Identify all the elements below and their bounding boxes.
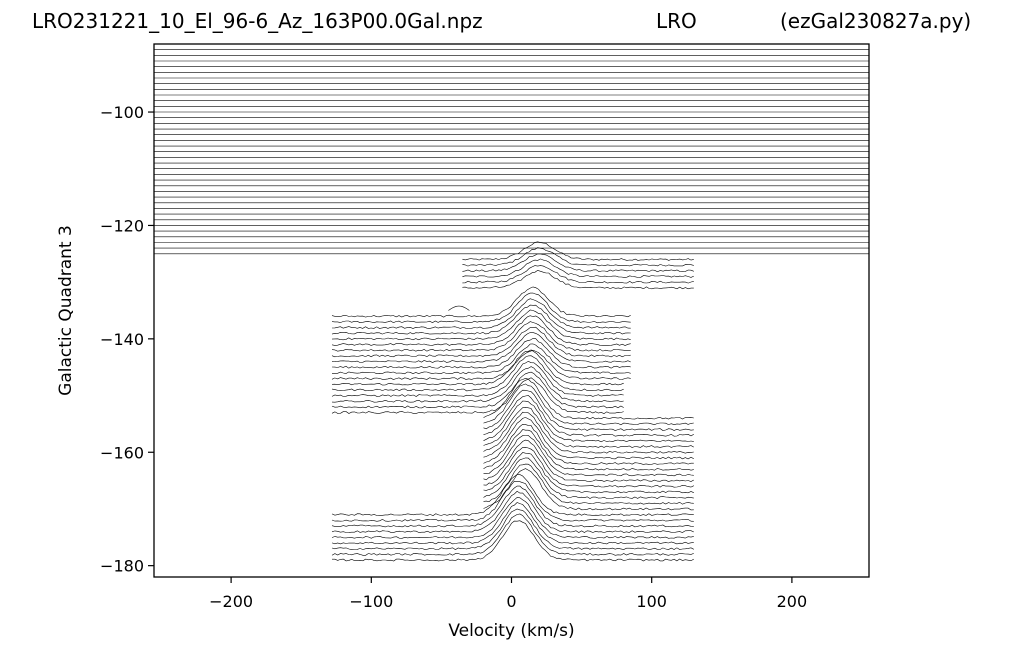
- spectrum-trace: [483, 463, 694, 505]
- spectrum-trace: [331, 349, 631, 380]
- spectrum-trace: [462, 258, 694, 278]
- spectrum-trace: [331, 321, 631, 352]
- spectrum-trace: [448, 305, 470, 311]
- spectrum-traces: [154, 49, 869, 562]
- spectrum-trace: [483, 383, 694, 426]
- spectrum-trace: [331, 355, 624, 392]
- spectrum-trace: [483, 446, 694, 488]
- spectrum-trace: [331, 508, 694, 550]
- spectrum-trace: [331, 490, 694, 533]
- spectrum-trace: [483, 457, 694, 499]
- y-tick-label: −180: [100, 557, 144, 576]
- y-tick-label: −120: [100, 216, 144, 235]
- spectrum-trace: [462, 269, 694, 290]
- spectrum-trace: [331, 349, 624, 386]
- spectrum-trace: [331, 497, 694, 539]
- y-tick-label: −140: [100, 330, 144, 349]
- spectrum-trace: [483, 439, 694, 482]
- spectrum-trace: [331, 366, 624, 403]
- spectrum-trace: [331, 474, 694, 516]
- spectrum-trace: [331, 377, 624, 414]
- title-script-name: (ezGal230827a.py): [780, 9, 972, 33]
- x-axis-label: Velocity (km/s): [448, 621, 574, 641]
- spectrum-trace: [462, 241, 694, 261]
- spectrum-trace: [483, 429, 694, 471]
- spectrum-trace: [462, 247, 694, 267]
- spectrum-trace: [483, 377, 694, 420]
- spectrum-trace: [331, 332, 631, 363]
- spectrum-trace: [483, 389, 694, 431]
- spectrum-trace: [331, 315, 631, 346]
- spectrum-trace: [483, 423, 694, 465]
- spectrum-trace: [331, 286, 631, 318]
- spectrum-trace: [483, 411, 694, 454]
- x-axis-ticks: −200 −100 0 100 200: [209, 577, 807, 611]
- spectrum-trace: [462, 265, 694, 284]
- spectrum-trace: [331, 343, 631, 375]
- spectrum-trace: [483, 435, 694, 477]
- y-axis-ticks: −180 −160 −140 −120 −100: [100, 103, 154, 576]
- x-tick-label: −100: [349, 592, 393, 611]
- spectrum-trace: [332, 520, 694, 562]
- spectrum-trace: [331, 360, 624, 397]
- y-tick-label: −100: [100, 103, 144, 122]
- x-tick-label: 100: [636, 592, 667, 611]
- spectrum-trace: [331, 292, 631, 324]
- y-tick-label: −160: [100, 443, 144, 462]
- spectrum-trace: [331, 309, 631, 341]
- x-tick-label: 200: [777, 592, 808, 611]
- x-tick-label: −200: [209, 592, 253, 611]
- spectrum-trace: [483, 468, 694, 511]
- spectrum-trace: [331, 338, 631, 369]
- spectrum-trace: [483, 395, 694, 437]
- spectrum-trace: [331, 502, 694, 545]
- spectrum-trace: [483, 400, 694, 443]
- spectrum-trace: [331, 326, 631, 358]
- y-axis-label: Galactic Quadrant 3: [56, 225, 76, 396]
- spectrum-trace: [331, 304, 631, 335]
- x-tick-label: 0: [506, 592, 516, 611]
- spectrum-trace: [331, 371, 624, 409]
- spectrum-trace: [483, 406, 694, 448]
- spectrum-trace: [483, 417, 694, 460]
- spectrum-trace: [483, 452, 694, 494]
- spectrum-trace: [462, 253, 694, 273]
- title-station: LRO: [656, 9, 697, 33]
- spectrum-trace: [331, 513, 694, 556]
- title-file-name: LRO231221_10_El_96-6_Az_163P00.0Gal.npz: [32, 9, 483, 33]
- spectrum-trace: [331, 298, 631, 329]
- spectrum-trace: [331, 485, 694, 528]
- spectrum-trace: [331, 480, 694, 522]
